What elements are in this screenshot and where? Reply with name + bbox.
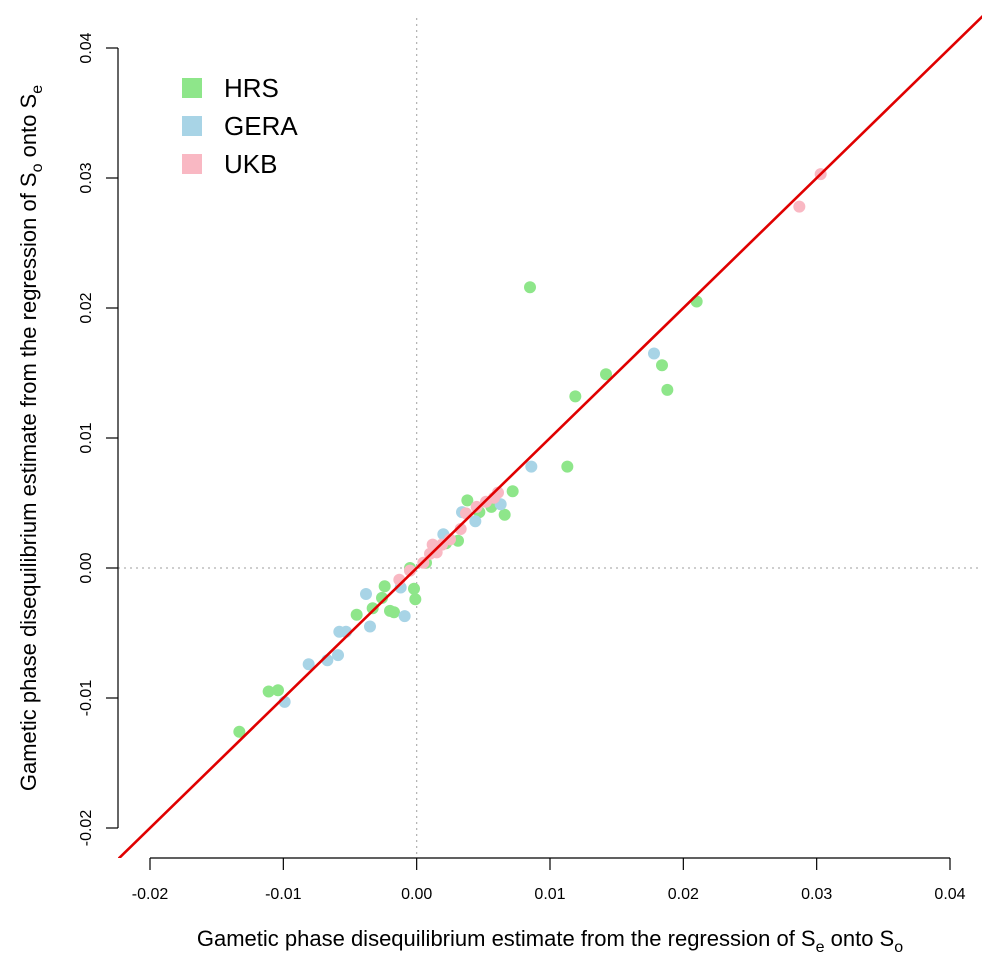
point-ukb [470,500,483,513]
point-ukb [793,200,806,213]
x-axis: -0.02 -0.01 0.00 0.01 0.02 0.03 0.04 [132,857,966,903]
point-hrs [561,460,574,473]
x-tick-label: 0.00 [401,886,432,903]
legend-label-hrs: HRS [224,73,279,103]
x-tick-label: -0.01 [265,886,302,903]
reference-lines [118,18,982,858]
point-hrs [272,684,284,697]
fit-line [118,14,982,858]
fit-line-group [118,14,982,858]
legend-swatch-ukb [182,154,202,174]
legend-swatch-hrs [182,78,202,98]
point-ukb [444,533,456,546]
point-hrs [506,485,519,498]
point-gera [525,460,538,473]
legend: HRS GERA UKB [182,73,298,179]
y-tick-label: 0.00 [78,552,95,583]
point-gera [302,658,315,671]
point-hrs [461,494,474,507]
point-ukb [492,486,504,499]
x-tick-label: 0.03 [801,886,832,903]
x-axis-title: Gametic phase disequilibrium estimate fr… [197,926,903,955]
x-tick-label: 0.04 [934,886,965,903]
legend-swatch-gera [182,116,202,136]
point-hrs [350,608,363,621]
point-ukb [454,523,467,535]
point-ukb [404,564,416,577]
point-hrs [600,368,612,381]
point-gera [364,620,376,633]
y-tick-label: -0.02 [78,810,95,847]
point-gera [398,610,411,623]
point-gera [360,588,372,600]
point-gera [648,347,660,360]
point-gera [332,649,344,662]
point-hrs [262,685,275,698]
point-hrs [498,508,511,521]
point-hrs [569,390,582,403]
y-axis: -0.02 -0.01 0.00 0.01 0.02 0.03 0.04 [78,32,119,847]
point-hrs [656,359,668,372]
legend-label-gera: GERA [224,111,298,141]
y-axis-title: Gametic phase disequilibrium estimate fr… [16,85,46,791]
x-tick-label: 0.02 [668,886,699,903]
y-tick-label: 0.01 [78,422,95,453]
point-hrs [388,606,400,619]
point-hrs [366,602,379,615]
point-hrs [376,591,388,604]
legend-label-ukb: UKB [224,149,277,179]
point-gera [469,515,482,528]
y-tick-label: 0.02 [78,292,95,323]
point-hrs [408,582,420,595]
point-hrs [524,281,536,294]
y-tick-label: -0.01 [78,680,95,717]
point-hrs [378,580,391,593]
y-tick-label: 0.03 [78,162,95,193]
point-hrs [661,383,674,396]
point-hrs [233,725,246,738]
x-tick-label: 0.01 [534,886,565,903]
x-tick-label: -0.02 [132,886,169,903]
y-tick-label: 0.04 [78,32,95,63]
point-hrs [409,593,422,606]
